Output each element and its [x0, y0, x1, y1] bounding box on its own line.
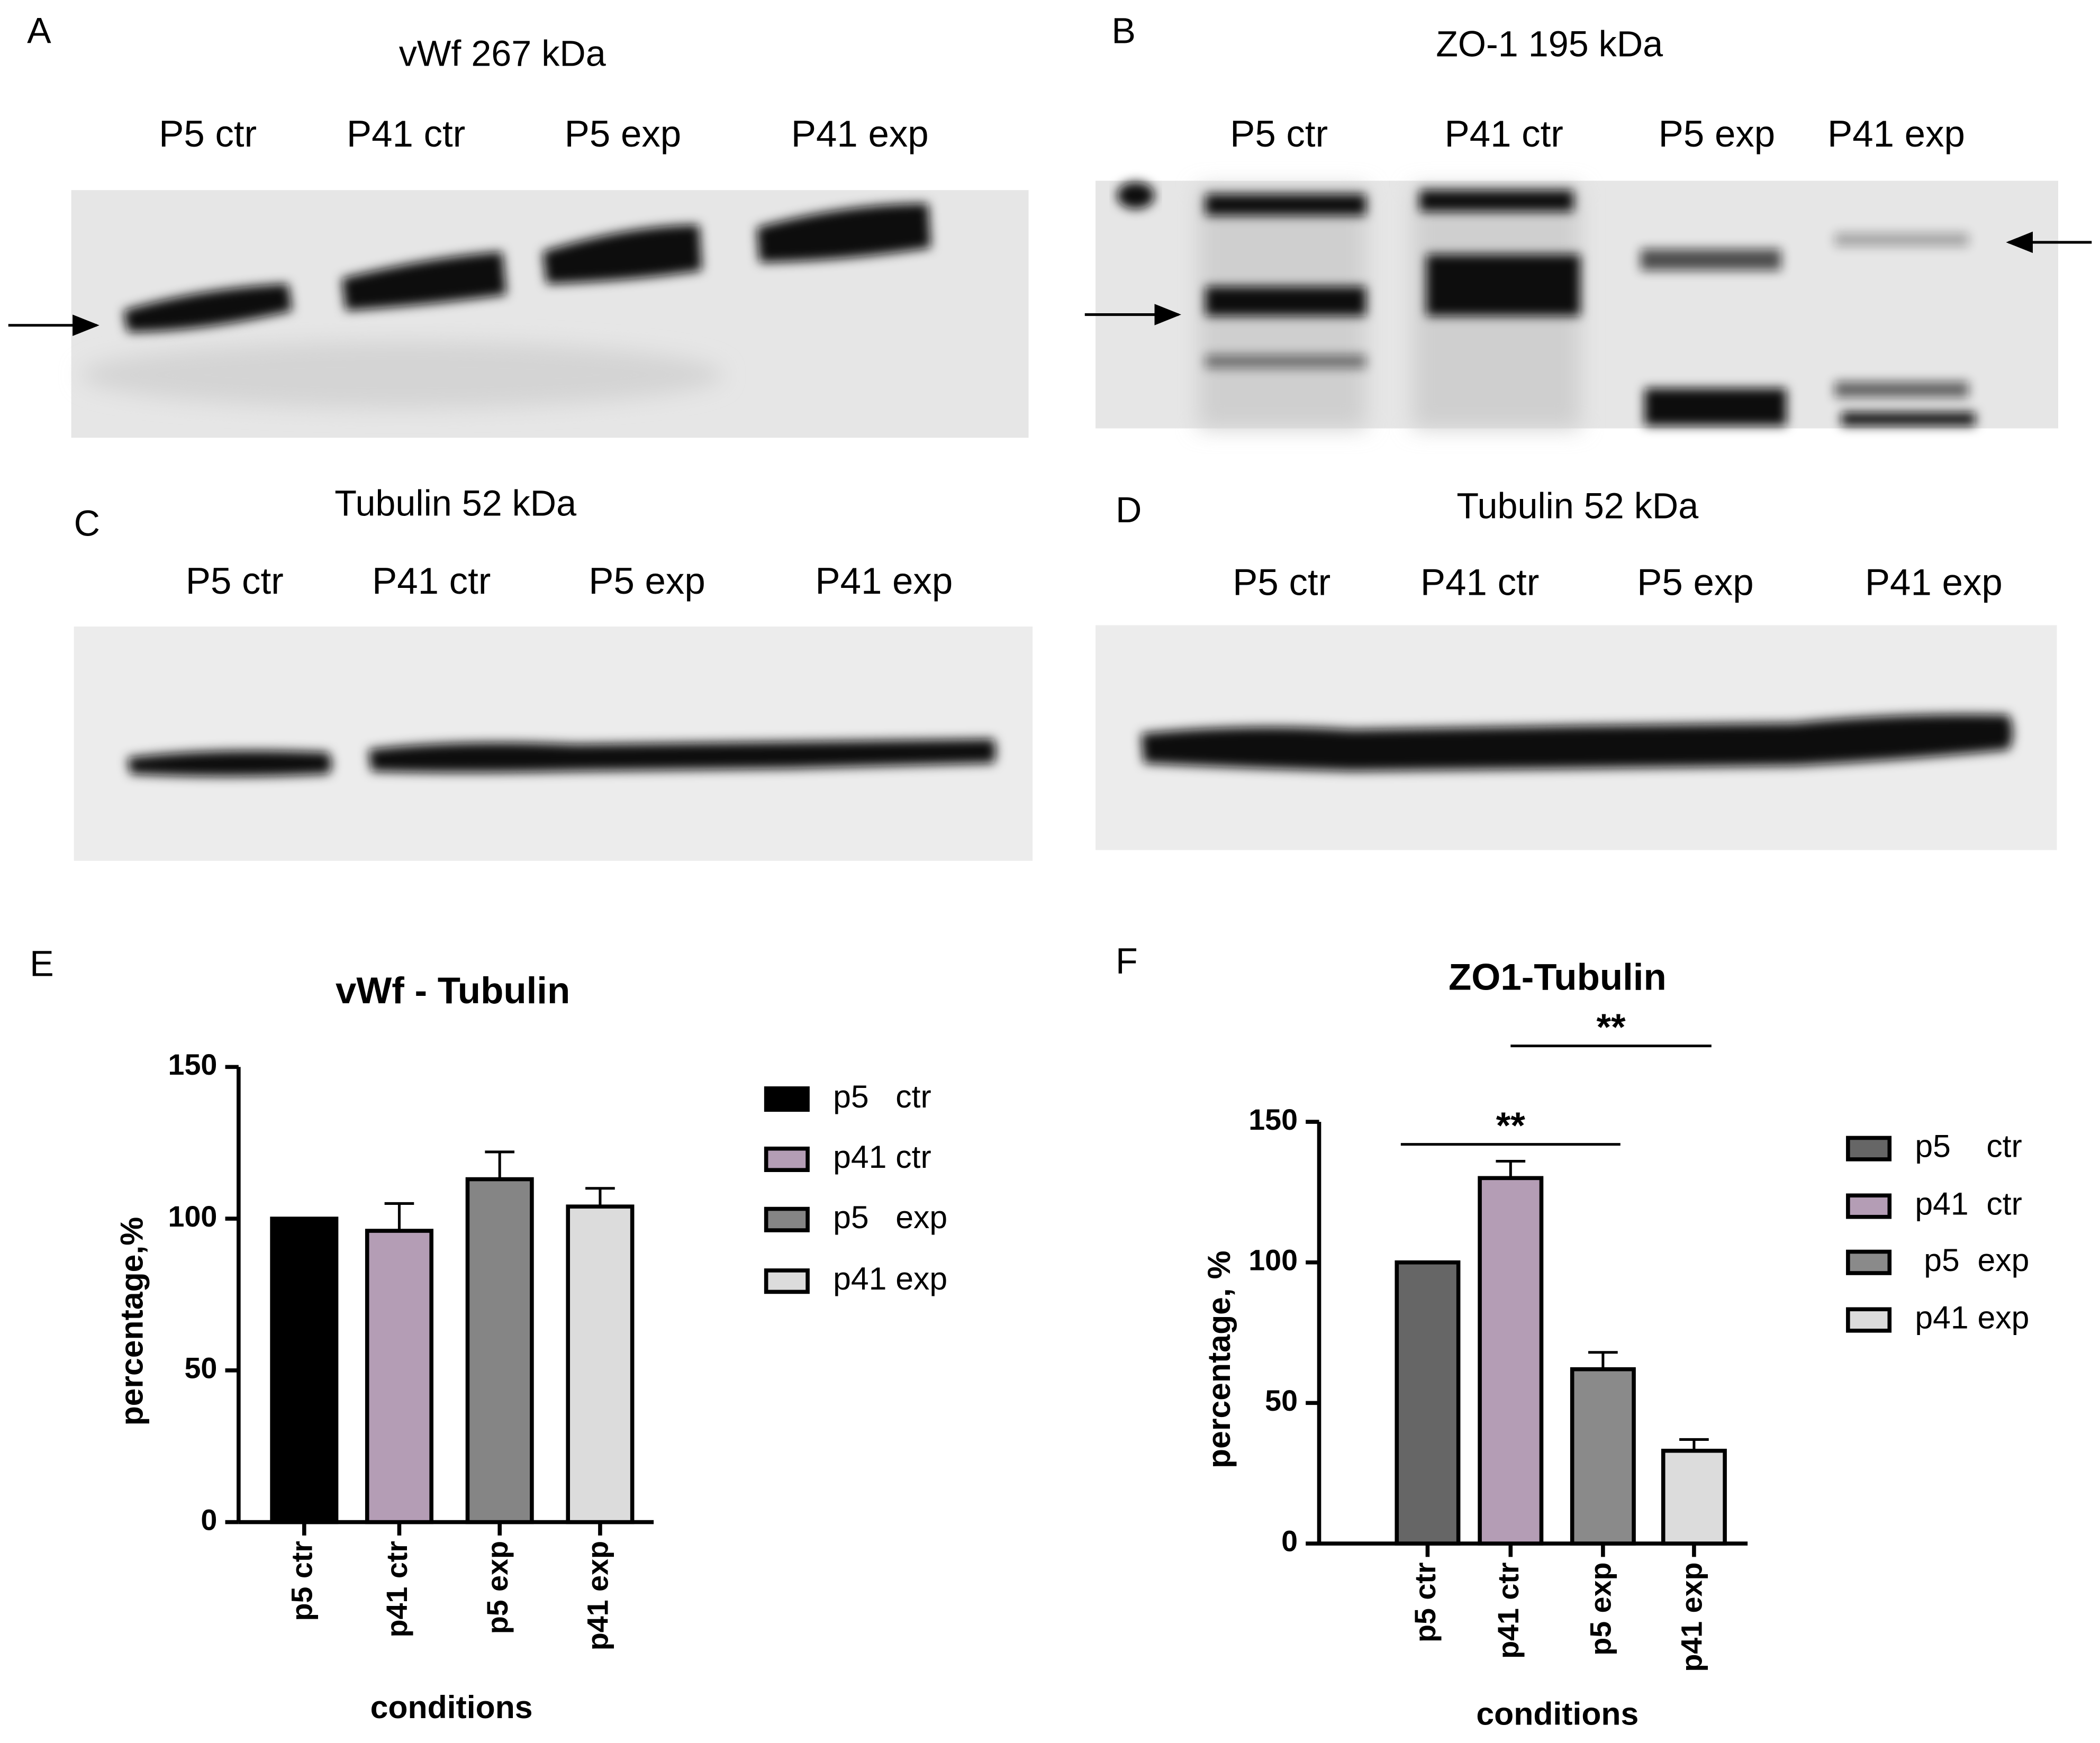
x-tick-label: p5 exp: [481, 1541, 514, 1634]
panel-label: F: [1116, 941, 1138, 982]
blot-a: A vWf 267 kDa P5 ctr P41 ctr P5 exp P41 …: [8, 11, 1029, 438]
panel-label: E: [30, 944, 54, 984]
lane-label: P5 exp: [1659, 113, 1776, 155]
legend-swatch: [764, 1146, 810, 1172]
panel-label: D: [1116, 490, 1142, 530]
y-tick-label: 0: [201, 1503, 217, 1536]
panel-label: B: [1111, 11, 1136, 51]
y-tick-label: 50: [184, 1352, 217, 1385]
chart-title: vWf - Tubulin: [336, 970, 570, 1012]
blot-title: ZO-1 195 kDa: [1436, 24, 1663, 65]
lane-label: P5 ctr: [186, 560, 284, 602]
y-tick-label: 150: [168, 1048, 218, 1081]
y-tick-label: 150: [1248, 1103, 1298, 1136]
legend-swatch: [1846, 1249, 1892, 1275]
legend-label: p41 exp: [1915, 1300, 2029, 1336]
blot-c: C Tubulin 52 kDa P5 ctr P41 ctr P5 exp P…: [74, 483, 1033, 861]
significance-label: **: [1496, 1105, 1526, 1147]
y-tick-label: 100: [1248, 1243, 1298, 1276]
x-tick-label: p5 ctr: [1409, 1562, 1442, 1642]
blot-title: Tubulin 52 kDa: [334, 483, 576, 523]
lane-label: P41 ctr: [372, 560, 491, 602]
panel-label: C: [74, 503, 100, 543]
blot-title: Tubulin 52 kDa: [1456, 486, 1698, 526]
legend-label: p5 ctr: [1915, 1128, 2022, 1164]
lane-label: P41 exp: [1827, 113, 1965, 155]
blot-d: D Tubulin 52 kDa P5 ctr P41 ctr P5 exp P…: [1096, 486, 2057, 850]
x-axis-label: conditions: [1476, 1695, 1639, 1731]
bar: [1478, 1176, 1544, 1546]
x-tick-label: p41 ctr: [381, 1541, 413, 1637]
y-axis-label: percentage,%: [114, 1217, 150, 1426]
x-tick-label: p5 ctr: [286, 1541, 319, 1621]
bar: [1395, 1260, 1461, 1546]
legend-label: p41 ctr: [833, 1139, 931, 1175]
legend-label: p41 exp: [833, 1260, 947, 1296]
lane-label: P41 exp: [815, 560, 953, 602]
legend-swatch: [764, 1086, 810, 1112]
chart-title: ZO1-Tubulin: [1449, 957, 1667, 998]
lane-label: P41 exp: [1865, 561, 2003, 603]
bar: [270, 1217, 339, 1524]
y-tick-label: 0: [1281, 1525, 1298, 1558]
legend-swatch: [1846, 1307, 1892, 1333]
legend-label: p5 exp: [833, 1199, 947, 1235]
x-tick-label: p5 exp: [1585, 1562, 1617, 1655]
lane-label: P5 ctr: [159, 113, 257, 155]
legend-label: p5 exp: [1915, 1242, 2029, 1278]
bar: [365, 1229, 433, 1524]
x-tick-label: p41 ctr: [1492, 1562, 1525, 1658]
legend-swatch: [1846, 1193, 1892, 1219]
legend-label: p5 ctr: [833, 1078, 931, 1114]
lane-label: P41 exp: [791, 113, 929, 155]
lane-label: P41 ctr: [347, 113, 465, 155]
y-tick-label: 50: [1265, 1384, 1298, 1417]
lane-label: P5 exp: [565, 113, 682, 155]
x-tick-label: p41 exp: [1676, 1562, 1708, 1672]
y-tick-label: 100: [168, 1200, 218, 1233]
x-axis-label: conditions: [370, 1689, 533, 1725]
legend-swatch: [1846, 1136, 1892, 1161]
legend-swatch: [764, 1268, 810, 1294]
panel-label: A: [27, 11, 51, 51]
bar: [566, 1204, 635, 1524]
bar: [1570, 1367, 1636, 1546]
blot-b: B ZO-1 195 kDa P5 ctr P41 ctr P5 exp P41…: [1084, 11, 2092, 429]
significance-label: **: [1596, 1006, 1626, 1048]
bar: [1661, 1448, 1727, 1546]
lane-label: P41 ctr: [1444, 113, 1563, 155]
blot-title: vWf 267 kDa: [399, 33, 606, 74]
lane-label: P5 ctr: [1233, 561, 1330, 603]
x-tick-label: p41 exp: [582, 1541, 614, 1650]
lane-label: P5 exp: [589, 560, 705, 602]
lane-label: P5 ctr: [1230, 113, 1328, 155]
legend-label: p41 ctr: [1915, 1186, 2022, 1222]
bar: [465, 1177, 534, 1524]
y-axis-label: percentage, %: [1201, 1250, 1237, 1468]
lane-label: P5 exp: [1637, 561, 1754, 603]
legend-swatch: [764, 1206, 810, 1232]
lane-label: P41 ctr: [1420, 561, 1539, 603]
